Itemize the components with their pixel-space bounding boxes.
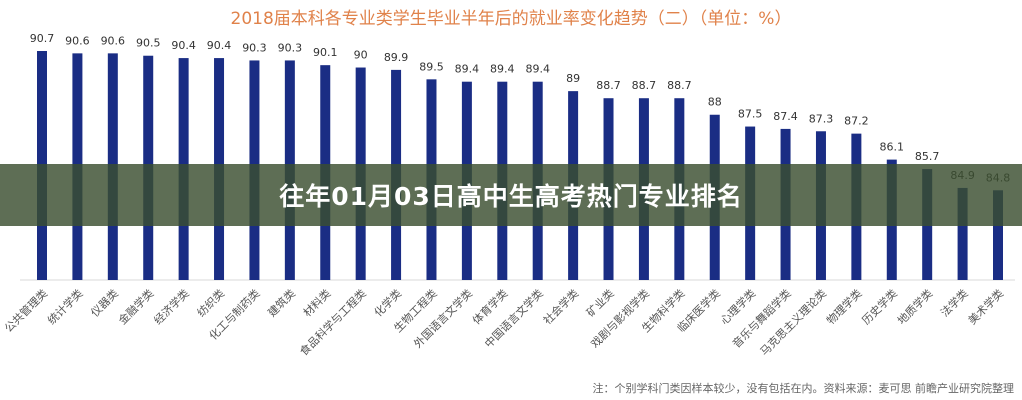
category-label: 地质学类 (894, 286, 935, 327)
data-label: 90.3 (242, 41, 267, 54)
banner-title: 往年01月03日高中生高考热门专业排名 (279, 182, 743, 211)
category-label: 化学类 (371, 286, 404, 319)
data-label: 87.2 (844, 115, 869, 128)
data-label: 90 (354, 49, 368, 62)
data-label: 89.5 (419, 60, 444, 73)
category-label: 纺织类 (194, 286, 227, 319)
data-label: 88 (708, 96, 722, 109)
data-label: 89.9 (384, 51, 409, 64)
bar (957, 187, 968, 280)
category-label: 金融学类 (115, 286, 156, 327)
data-label: 89.4 (490, 63, 515, 76)
data-label: 88.7 (596, 79, 621, 92)
data-label: 89.4 (455, 63, 480, 76)
data-label: 89.4 (525, 63, 550, 76)
overlay-banner: 往年01月03日高中生高考热门专业排名 (0, 164, 1022, 226)
chart-title: 2018届本科各专业类学生毕业半年后的就业率变化趋势（二）（单位：%） (230, 9, 792, 29)
category-label: 公共管理类 (1, 286, 50, 335)
category-label: 历史学类 (859, 286, 900, 327)
category-label: 物理学类 (823, 286, 864, 327)
data-label: 90.4 (207, 39, 232, 52)
data-label: 90.6 (65, 34, 90, 47)
data-label: 86.1 (880, 141, 905, 154)
category-label: 食品科学与工程类 (297, 286, 369, 358)
category-label: 矿业类 (583, 286, 616, 319)
bar (993, 190, 1003, 280)
category-label: 经济学类 (151, 286, 192, 327)
footnote: 注：个别学科门类因样本较少，没有包括在内。资料来源：麦可思 前瞻产业研究院整理 (592, 382, 1015, 395)
data-label: 90.3 (278, 41, 303, 54)
data-label: 90.4 (171, 39, 196, 52)
data-label: 85.7 (915, 150, 940, 163)
data-label: 89 (566, 72, 580, 85)
data-label: 88.7 (667, 79, 692, 92)
data-label: 88.7 (632, 79, 657, 92)
category-label: 建筑类 (265, 286, 298, 319)
data-label: 90.6 (101, 34, 126, 47)
category-label: 统计学类 (45, 286, 86, 327)
data-label: 90.7 (30, 32, 55, 45)
category-label: 美术学类 (965, 286, 1006, 327)
data-label: 87.4 (773, 110, 798, 123)
data-label: 90.5 (136, 37, 161, 50)
category-label: 法学类 (937, 286, 970, 319)
category-label: 材料类 (300, 286, 333, 319)
category-label: 马克思主义理论类 (757, 286, 829, 358)
category-label: 仪器类 (88, 286, 121, 319)
data-label: 90.1 (313, 46, 338, 59)
category-label: 社会学类 (540, 286, 581, 327)
data-label: 87.5 (738, 108, 763, 121)
data-label: 87.3 (809, 112, 834, 125)
